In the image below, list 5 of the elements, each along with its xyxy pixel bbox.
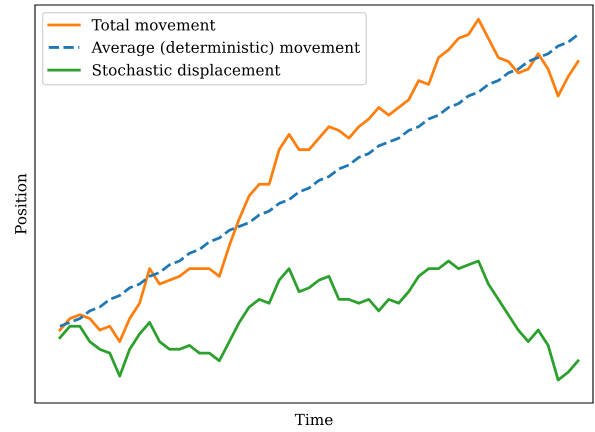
y-axis-title: Position — [15, 174, 26, 234]
x-axis-title: Time — [294, 414, 333, 426]
legend-label: Total movement — [92, 18, 216, 31]
legend-label: Average (deterministic) movement — [91, 41, 360, 56]
legend-label: Stochastic displacement — [92, 64, 280, 79]
